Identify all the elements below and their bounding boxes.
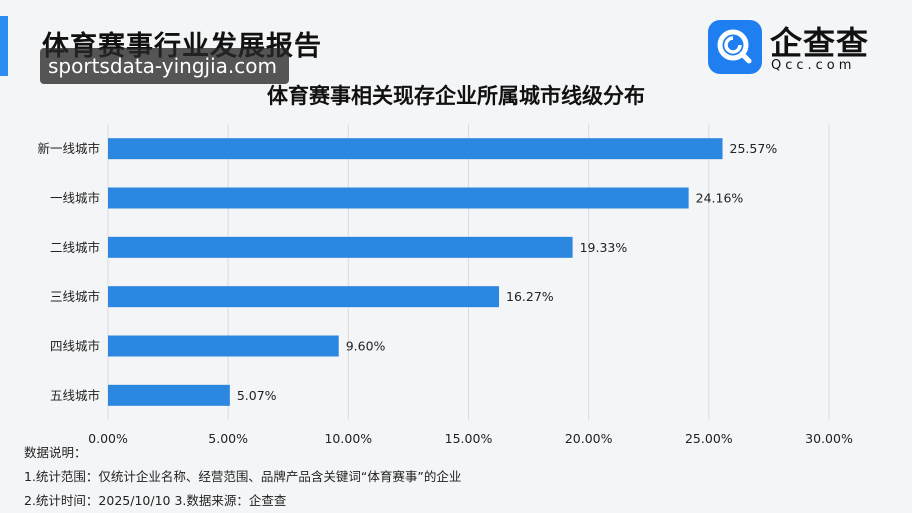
- x-tick-label: 25.00%: [685, 431, 733, 446]
- category-label: 二线城市: [50, 240, 100, 255]
- data-label: 25.57%: [730, 141, 778, 156]
- category-label: 新一线城市: [37, 141, 100, 156]
- x-tick-label: 20.00%: [565, 431, 613, 446]
- category-label: 五线城市: [50, 388, 100, 403]
- data-notes: 数据说明： 1.统计范围：仅统计企业名称、经营范围、品牌产品含关键词“体育赛事”…: [24, 441, 461, 513]
- notes-heading: 数据说明：: [24, 445, 87, 460]
- data-label: 16.27%: [506, 289, 554, 304]
- category-label: 一线城市: [50, 191, 100, 206]
- data-label: 9.60%: [346, 339, 386, 354]
- bar: [108, 236, 573, 258]
- logo-name: 企查查: [770, 24, 870, 62]
- x-tick-label: 30.00%: [805, 431, 853, 446]
- watermark: sportsdata-yingjia.com: [40, 48, 289, 84]
- bar: [108, 335, 339, 357]
- x-tick-label: 5.00%: [208, 431, 248, 446]
- bar: [108, 286, 500, 308]
- bar: [108, 187, 689, 209]
- data-label: 24.16%: [696, 191, 744, 206]
- x-tick-label: 15.00%: [445, 431, 493, 446]
- data-label: 5.07%: [237, 388, 277, 403]
- title-accent-bar: [0, 16, 8, 76]
- notes-line-1: 1.统计范围：仅统计企业名称、经营范围、品牌产品含关键词“体育赛事”的企业: [24, 469, 462, 484]
- chart-title: 体育赛事相关现存企业所属城市线级分布: [267, 84, 645, 108]
- data-label: 19.33%: [580, 240, 628, 255]
- x-tick-label: 0.00%: [88, 431, 128, 446]
- x-tick-label: 10.00%: [324, 431, 372, 446]
- category-label: 四线城市: [50, 339, 100, 354]
- bar: [108, 384, 230, 406]
- logo-subtitle: Qcc.com: [771, 58, 856, 73]
- qcc-logo-icon: [708, 20, 762, 74]
- bar-chart: 0.00% 5.00% 10.00% 15.00% 20.00% 25.00% 30.00%…: [37, 124, 853, 446]
- bar: [108, 138, 723, 160]
- notes-line-2: 2.统计时间：2025/10/10 3.数据来源：企查查: [24, 493, 287, 508]
- category-label: 三线城市: [50, 289, 100, 304]
